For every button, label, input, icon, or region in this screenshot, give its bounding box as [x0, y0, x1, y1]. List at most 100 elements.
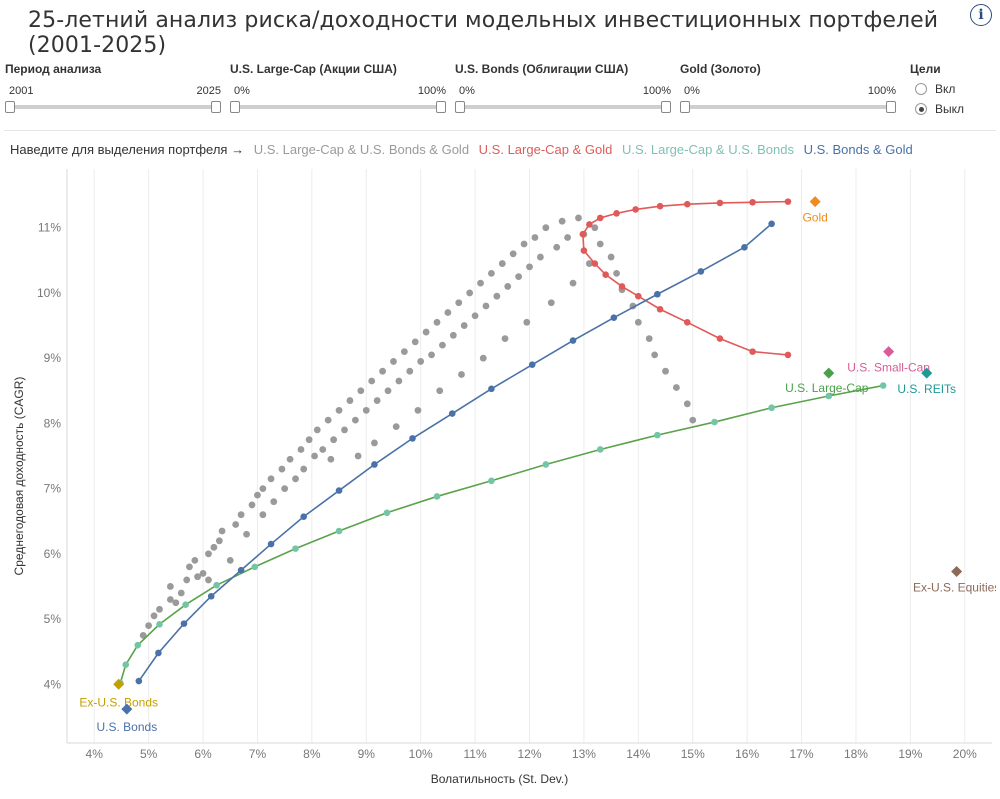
- gold-slider[interactable]: [680, 101, 896, 113]
- data-point: [711, 418, 718, 426]
- data-point: [591, 224, 599, 232]
- x-tick-label: 5%: [140, 747, 158, 761]
- range-min: 0%: [459, 85, 475, 97]
- series-u-s-bonds-gold: [135, 220, 775, 685]
- data-point: [150, 612, 158, 620]
- data-point: [542, 224, 550, 232]
- y-axis-title: Среднегодовая доходность (CAGR): [12, 377, 26, 576]
- data-point: [683, 200, 691, 208]
- data-point: [523, 318, 531, 326]
- data-point: [237, 511, 245, 519]
- data-point: [335, 527, 343, 535]
- gold-filter: Gold (Золото) 0% 100%: [680, 62, 896, 113]
- goals-label: Цели: [910, 62, 941, 76]
- goals-option-on[interactable]: Вкл: [910, 82, 964, 96]
- poi-label: U.S. Bonds: [97, 720, 158, 734]
- data-point: [311, 452, 318, 460]
- data-point: [335, 487, 343, 494]
- data-point: [683, 400, 691, 408]
- filter-label: Gold (Золото): [680, 62, 761, 76]
- data-point: [455, 299, 463, 307]
- x-tick-label: 17%: [790, 747, 814, 761]
- y-tick-label: 11%: [38, 221, 61, 235]
- series-line: [582, 200, 789, 356]
- slider-handle-low[interactable]: [455, 101, 465, 113]
- data-point: [656, 305, 664, 313]
- data-point: [498, 260, 506, 267]
- slider-handle-high[interactable]: [886, 101, 896, 113]
- slider-handle-low[interactable]: [680, 101, 690, 113]
- data-point: [400, 348, 408, 356]
- series-line: [119, 384, 884, 684]
- data-point: [166, 596, 174, 603]
- poi-marker: [883, 346, 895, 358]
- data-point: [596, 214, 604, 222]
- info-icon[interactable]: i: [970, 4, 992, 26]
- data-point: [313, 426, 321, 434]
- data-point: [482, 302, 490, 310]
- legend-item-lc-gold[interactable]: U.S. Large-Cap & Gold: [478, 142, 613, 157]
- legend-item-lc-bonds-gold[interactable]: U.S. Large-Cap & U.S. Bonds & Gold: [253, 142, 470, 157]
- slider-handle-high[interactable]: [211, 101, 221, 113]
- data-point: [488, 477, 495, 485]
- bonds-slider[interactable]: [455, 101, 671, 113]
- x-tick-label: 10%: [409, 747, 433, 761]
- data-point: [357, 387, 365, 395]
- data-point: [218, 527, 226, 535]
- data-point: [602, 271, 609, 278]
- large-cap-slider[interactable]: [230, 101, 446, 113]
- period-filter: Период анализа 2001 2025: [5, 62, 221, 113]
- poi-label: Gold: [802, 211, 827, 225]
- data-point: [379, 367, 386, 375]
- data-point: [341, 426, 348, 434]
- radio-on[interactable]: [915, 83, 927, 95]
- goals-filter: Цели Вкл Выкл: [910, 62, 964, 116]
- goals-option-off[interactable]: Выкл: [910, 102, 964, 116]
- data-point: [428, 351, 435, 359]
- data-point: [460, 322, 468, 329]
- data-point: [226, 556, 234, 564]
- slider-handle-high[interactable]: [661, 101, 671, 113]
- data-point: [613, 210, 620, 217]
- poi-label: Ex-U.S. Bonds: [79, 695, 158, 709]
- y-tick-label: 9%: [44, 351, 62, 365]
- data-point: [292, 475, 299, 483]
- poi-label: U.S. Small-Cap: [847, 361, 930, 375]
- slider-handle-low[interactable]: [5, 101, 15, 113]
- data-point: [139, 631, 147, 639]
- filter-label: U.S. Large-Cap (Акции США): [230, 62, 397, 76]
- data-point: [373, 397, 381, 404]
- data-point: [466, 289, 474, 297]
- data-point: [237, 566, 245, 574]
- data-point: [436, 387, 444, 395]
- data-point: [768, 404, 775, 412]
- data-point: [177, 589, 185, 597]
- data-point: [305, 436, 313, 444]
- y-tick-label: 5%: [44, 612, 62, 626]
- legend-item-lc-bonds[interactable]: U.S. Large-Cap & U.S. Bonds: [621, 142, 794, 157]
- data-point: [351, 416, 359, 424]
- legend-item-bonds-gold[interactable]: U.S. Bonds & Gold: [803, 142, 913, 157]
- data-point: [651, 351, 659, 359]
- period-slider[interactable]: [5, 101, 221, 113]
- dashboard-title: 25-летний анализ риска/доходности модель…: [28, 8, 939, 58]
- data-point: [569, 279, 577, 287]
- range-min: 2001: [9, 85, 34, 97]
- series-u-s-large-cap-gold: [579, 198, 792, 359]
- data-point: [471, 312, 479, 320]
- data-point: [368, 377, 376, 385]
- slider-handle-high[interactable]: [436, 101, 446, 113]
- data-point: [488, 269, 495, 277]
- radio-off[interactable]: [915, 103, 927, 115]
- poi-marker: [823, 367, 835, 379]
- data-point: [205, 550, 212, 558]
- slider-handle-low[interactable]: [230, 101, 240, 113]
- data-point: [558, 217, 566, 225]
- data-point: [610, 314, 618, 322]
- data-point: [300, 465, 308, 473]
- poi-label: U.S. Large-Cap: [785, 381, 869, 395]
- data-point: [145, 622, 153, 629]
- poi-marker: [951, 565, 963, 577]
- data-point: [542, 461, 550, 468]
- data-point: [528, 361, 536, 368]
